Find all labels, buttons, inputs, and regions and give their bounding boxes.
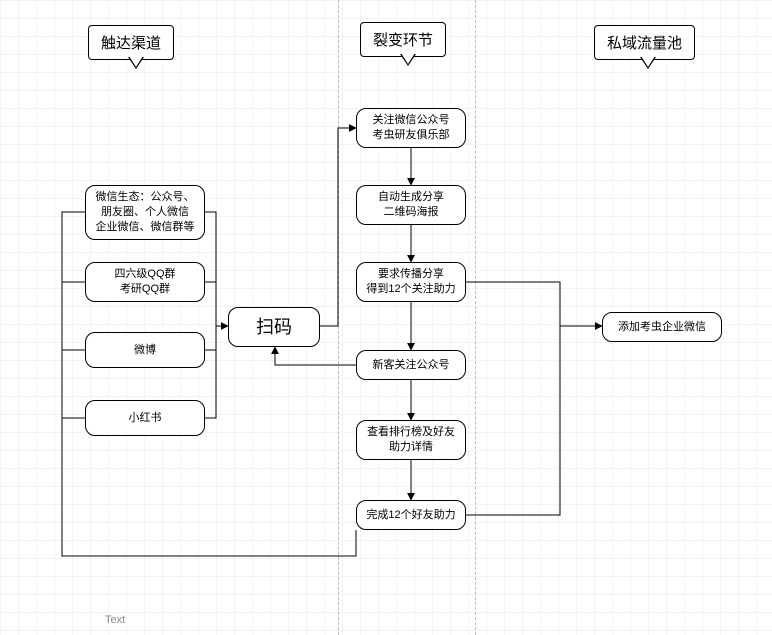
node-n_follow: 关注微信公众号考虫研友俱乐部 [356, 108, 466, 148]
node-n_done: 完成12个好友助力 [356, 500, 466, 530]
node-n_poster: 自动生成分享二维码海报 [356, 185, 466, 225]
callout-col3: 私域流量池 [594, 25, 695, 60]
node-n_add: 添加考虫企业微信 [602, 312, 722, 342]
node-n_newfan: 新客关注公众号 [356, 350, 466, 380]
callout-tail-col1 [128, 57, 144, 69]
node-n_qq: 四六级QQ群考研QQ群 [85, 262, 205, 302]
node-n_scan: 扫码 [228, 307, 320, 347]
edge-16 [466, 326, 560, 515]
edge-4 [205, 212, 228, 326]
divider-2 [475, 0, 476, 635]
node-n_require: 要求传播分享得到12个关注助力 [356, 262, 466, 302]
footer-text: Text [105, 614, 125, 626]
edge-7 [205, 326, 216, 418]
node-n_wechat: 微信生态：公众号、朋友圈、个人微信企业微信、微信群等 [85, 185, 205, 240]
callout-col1: 触达渠道 [88, 25, 174, 60]
callout-tail-col3 [640, 57, 656, 69]
callout-col2: 裂变环节 [360, 22, 446, 57]
node-n_weibo: 微博 [85, 332, 205, 368]
divider-1 [338, 0, 339, 635]
callout-tail-col2 [400, 54, 416, 66]
edge-14 [275, 347, 356, 365]
edge-15 [466, 282, 602, 326]
node-n_rank: 查看排行榜及好友助力详情 [356, 420, 466, 460]
node-n_xhs: 小红书 [85, 400, 205, 436]
